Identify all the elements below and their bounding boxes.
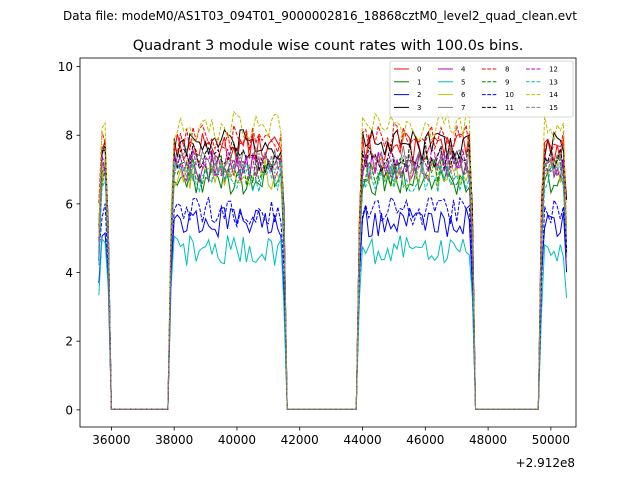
legend-box [389,60,574,118]
x-offset-label: +2.912e8 [516,456,575,470]
legend-label-14: 14 [549,91,558,99]
x-tick-label: 38000 [155,433,193,447]
legend-label-3: 3 [417,104,421,112]
figure-suptitle: Data file: modeM0/AS1T03_094T01_90000028… [63,9,577,23]
x-tick-label: 46000 [406,433,444,447]
y-tick-label: 4 [65,266,73,280]
x-tick-label: 44000 [343,433,381,447]
chart-title: Quadrant 3 module wise count rates with … [133,38,524,54]
y-tick-label: 0 [65,403,73,417]
legend-label-9: 9 [505,78,509,86]
x-tick-label: 40000 [218,433,256,447]
legend-label-0: 0 [417,66,421,74]
legend-label-10: 10 [505,91,514,99]
y-tick-label: 8 [65,129,73,143]
x-tick-label: 36000 [92,433,130,447]
plot-area: 36000 38000 40000 42000 44000 46000 48000 50000… [58,57,577,447]
legend-label-1: 1 [417,78,421,86]
x-tick-label: 42000 [281,433,319,447]
series-line-14 [98,110,568,410]
legend-label-2: 2 [417,91,421,99]
series-line-15 [98,150,568,410]
x-tick-label: 48000 [469,433,507,447]
y-tick-label: 10 [58,60,73,74]
x-tick-label: 50000 [532,433,570,447]
legend-label-12: 12 [549,66,558,74]
legend-label-5: 5 [461,78,465,86]
legend-label-8: 8 [505,66,509,74]
legend-label-11: 11 [505,104,514,112]
y-tick-label: 2 [65,335,73,349]
legend-label-13: 13 [549,78,558,86]
legend-label-15: 15 [549,104,558,112]
legend-label-6: 6 [461,91,466,99]
legend-label-4: 4 [461,66,466,74]
y-tick-label: 6 [65,197,73,211]
legend-label-7: 7 [461,104,465,112]
axes-frame [79,57,577,428]
